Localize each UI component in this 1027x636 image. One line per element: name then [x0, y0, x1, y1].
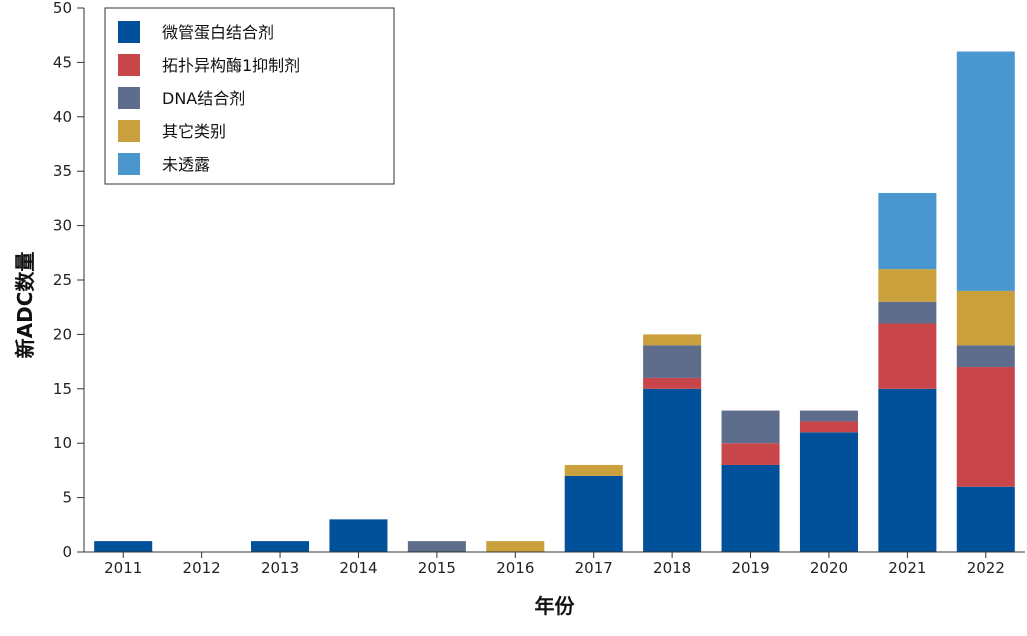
- y-tick-label: 10: [53, 434, 72, 452]
- bar-segment: [94, 541, 153, 552]
- bar-segment: [956, 51, 1015, 291]
- y-tick-label: 35: [53, 162, 72, 180]
- legend-swatch: [118, 54, 140, 76]
- x-axis-ticks: 2011 2012 2013 2014 2015 2016 2017 2018 2019 2020…: [104, 552, 1005, 577]
- y-tick-label: 5: [62, 489, 72, 507]
- x-tick-label: 2022: [967, 559, 1005, 577]
- x-tick-label: 2018: [653, 559, 691, 577]
- x-tick-label: 2012: [183, 559, 221, 577]
- bar-marks: [94, 51, 1015, 552]
- bar-segment: [564, 464, 623, 476]
- bar-segment: [643, 388, 702, 552]
- legend-label: 未透露: [162, 155, 210, 174]
- legend-label: 拓扑异构酶1抑制剂: [162, 56, 300, 75]
- bar-segment: [799, 421, 858, 433]
- x-tick-label: 2015: [418, 559, 456, 577]
- legend-label: DNA结合剂: [162, 89, 245, 108]
- y-tick-label: 50: [53, 0, 72, 17]
- bar-segment: [878, 323, 937, 389]
- x-tick-label: 2011: [104, 559, 142, 577]
- bar-segment: [956, 345, 1015, 368]
- legend-box: [104, 7, 395, 185]
- x-tick-label: 2019: [731, 559, 769, 577]
- y-tick-label: 15: [53, 380, 72, 398]
- y-tick-label: 20: [53, 325, 72, 343]
- bar-segment: [878, 269, 937, 302]
- bar-segment: [799, 432, 858, 552]
- legend-label: 微管蛋白结合剂: [162, 23, 274, 42]
- bar-segment: [407, 541, 466, 552]
- x-axis-title: 年份: [535, 594, 576, 618]
- legend-swatch: [118, 153, 140, 175]
- bar-segment: [721, 464, 780, 552]
- bar-segment: [329, 519, 388, 552]
- legend-swatch: [118, 21, 140, 43]
- bar-segment: [643, 377, 702, 389]
- bar-segment: [878, 388, 937, 552]
- x-tick-label: 2021: [888, 559, 926, 577]
- bar-segment: [721, 443, 780, 465]
- bar-segment: [643, 334, 702, 346]
- y-axis-title: 新ADC数量: [13, 252, 37, 359]
- bar-segment: [564, 475, 623, 552]
- y-axis-ticks: 0 5 10 15 20 25 30 35 40 45 50: [53, 0, 85, 561]
- legend-swatch: [118, 87, 140, 109]
- x-tick-label: 2014: [339, 559, 377, 577]
- y-tick-label: 0: [62, 543, 72, 561]
- bar-segment: [956, 290, 1015, 346]
- x-tick-label: 2013: [261, 559, 299, 577]
- y-tick-label: 25: [53, 271, 72, 289]
- x-tick-label: 2020: [810, 559, 848, 577]
- y-tick-label: 45: [53, 53, 72, 71]
- bar-segment: [956, 486, 1015, 552]
- y-tick-label: 30: [53, 217, 72, 235]
- bar-segment: [721, 410, 780, 444]
- x-tick-label: 2017: [575, 559, 613, 577]
- bar-segment: [486, 541, 545, 552]
- bar-segment: [251, 541, 310, 552]
- legend-swatch: [118, 120, 140, 142]
- bar-segment: [878, 301, 937, 324]
- bar-segment: [799, 410, 858, 422]
- y-tick-label: 40: [53, 108, 72, 126]
- bar-segment: [956, 367, 1015, 487]
- bar-segment: [643, 345, 702, 378]
- bar-segment: [878, 192, 937, 270]
- legend-label: 其它类别: [162, 122, 226, 141]
- x-tick-label: 2016: [496, 559, 534, 577]
